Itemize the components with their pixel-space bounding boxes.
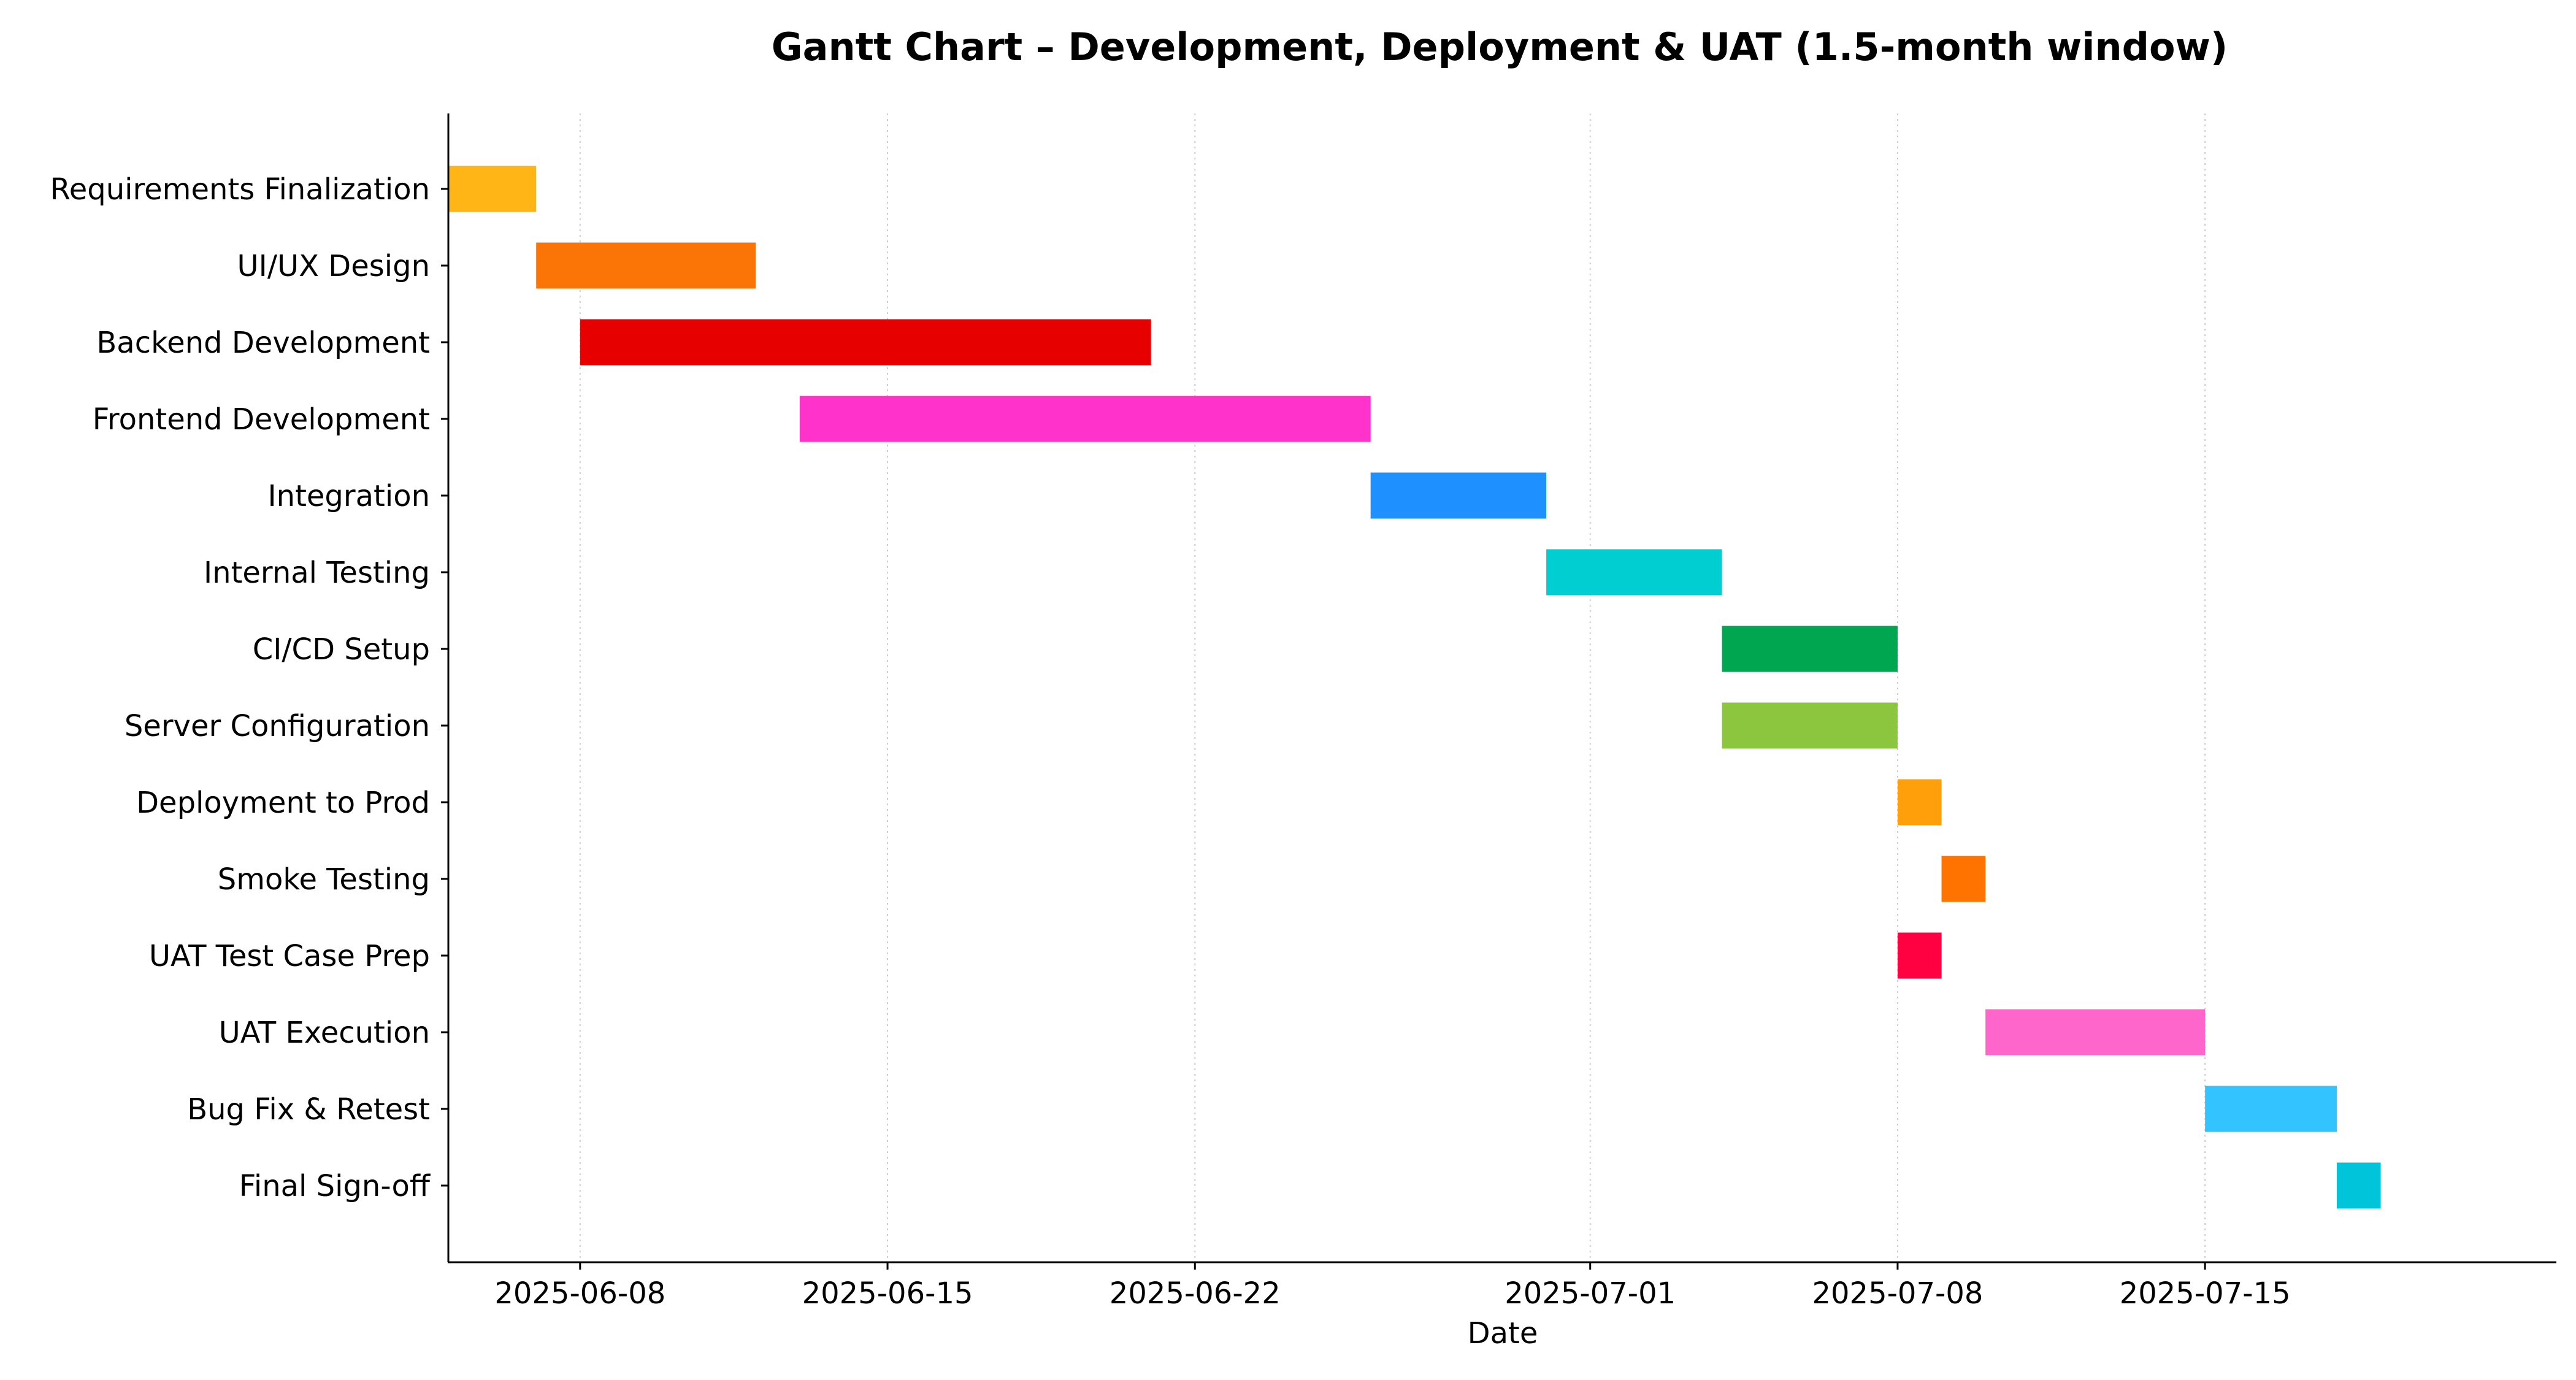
y-tick-label: UI/UX Design: [237, 249, 430, 283]
x-tick-label: 2025-06-15: [802, 1276, 973, 1311]
y-tick-label: UAT Test Case Prep: [149, 939, 430, 973]
y-tick-label: Bug Fix & Retest: [187, 1092, 430, 1127]
gantt-bar: [580, 319, 1151, 366]
gantt-bar: [1985, 1009, 2206, 1056]
x-tick-label: 2025-06-08: [494, 1276, 665, 1311]
y-tick-label: Internal Testing: [204, 556, 430, 590]
y-tick-labels: Requirements Finalization UI/UX Design Bac…: [50, 172, 448, 1203]
y-tick-label: Backend Development: [96, 326, 430, 360]
x-tick-label: 2025-07-08: [1812, 1276, 1983, 1311]
gantt-bar: [2336, 1162, 2381, 1209]
y-tick-label: UAT Execution: [219, 1016, 430, 1050]
y-tick-label: Requirements Finalization: [50, 172, 430, 207]
y-tick-label: Integration: [268, 479, 431, 513]
x-tick-labels: 2025-06-08 2025-06-15 2025-06-22 2025-07-01…: [494, 1262, 2291, 1311]
y-tick-label: Final Sign-off: [239, 1169, 431, 1203]
gantt-bar: [1941, 856, 1986, 902]
gantt-bar: [448, 166, 537, 212]
bar-layer: [448, 166, 2381, 1209]
y-tick-label: Server Configuration: [125, 709, 430, 743]
y-tick-label: Smoke Testing: [218, 862, 430, 897]
x-tick-label: 2025-07-15: [2120, 1276, 2291, 1311]
y-tick-label: CI/CD Setup: [253, 632, 430, 667]
gantt-bar: [536, 242, 756, 289]
x-axis-label: Date: [1468, 1316, 1538, 1351]
gantt-bar: [1722, 626, 1898, 672]
gantt-bar: [799, 396, 1371, 442]
x-tick-label: 2025-06-22: [1110, 1276, 1281, 1311]
gantt-bar: [1370, 472, 1547, 519]
chart-title: Gantt Chart – Development, Deployment & …: [772, 25, 2228, 69]
gantt-bar: [1897, 779, 1942, 826]
gantt-bar: [1546, 549, 1722, 596]
gantt-bar: [2205, 1086, 2337, 1132]
grid-layer: [579, 113, 2206, 1262]
gantt-bar: [1722, 702, 1898, 749]
x-tick-label: 2025-07-01: [1505, 1276, 1676, 1311]
gantt-bar: [1897, 932, 1942, 979]
y-tick-label: Deployment to Prod: [136, 786, 430, 820]
y-tick-label: Frontend Development: [93, 402, 430, 437]
